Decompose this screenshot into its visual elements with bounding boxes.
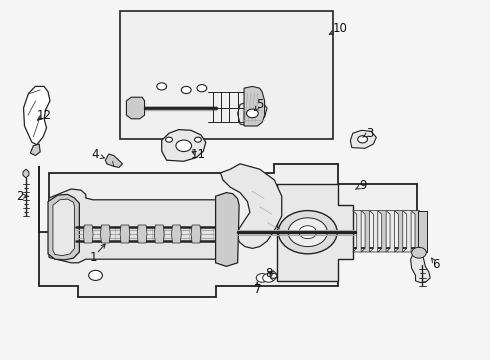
- Text: 4: 4: [92, 148, 99, 161]
- Circle shape: [270, 273, 277, 278]
- Polygon shape: [270, 271, 276, 281]
- Polygon shape: [386, 211, 394, 252]
- Bar: [418, 211, 427, 252]
- Polygon shape: [369, 211, 378, 252]
- Circle shape: [246, 109, 258, 118]
- Polygon shape: [83, 225, 93, 243]
- Polygon shape: [277, 184, 353, 281]
- Circle shape: [288, 218, 327, 247]
- Polygon shape: [353, 211, 361, 252]
- Text: 3: 3: [366, 127, 374, 140]
- Polygon shape: [216, 193, 239, 266]
- Circle shape: [256, 274, 268, 282]
- Polygon shape: [100, 225, 110, 243]
- Bar: [120, 11, 333, 139]
- Text: 8: 8: [265, 267, 272, 280]
- Polygon shape: [378, 211, 386, 252]
- Polygon shape: [350, 130, 376, 148]
- Circle shape: [195, 137, 201, 142]
- Text: 5: 5: [256, 98, 264, 111]
- Polygon shape: [39, 164, 416, 297]
- Text: 11: 11: [191, 148, 206, 161]
- Polygon shape: [244, 86, 265, 126]
- Circle shape: [181, 86, 191, 94]
- Circle shape: [157, 83, 167, 90]
- Polygon shape: [172, 225, 181, 243]
- Circle shape: [299, 226, 317, 239]
- Polygon shape: [394, 211, 403, 252]
- Polygon shape: [191, 225, 201, 243]
- Circle shape: [412, 247, 426, 258]
- Polygon shape: [23, 169, 29, 178]
- Text: 1: 1: [89, 251, 97, 264]
- Circle shape: [176, 140, 192, 152]
- Polygon shape: [137, 225, 147, 243]
- Polygon shape: [53, 199, 74, 256]
- Text: 2: 2: [16, 190, 24, 203]
- Circle shape: [166, 137, 172, 142]
- Text: 9: 9: [359, 179, 367, 192]
- Polygon shape: [24, 86, 50, 145]
- Polygon shape: [105, 154, 122, 167]
- Polygon shape: [126, 97, 145, 119]
- Text: 12: 12: [37, 109, 51, 122]
- Polygon shape: [30, 144, 40, 156]
- Polygon shape: [403, 211, 411, 252]
- Polygon shape: [238, 102, 267, 125]
- Circle shape: [197, 85, 207, 92]
- Polygon shape: [120, 225, 130, 243]
- Polygon shape: [162, 130, 206, 161]
- Circle shape: [263, 274, 274, 282]
- Polygon shape: [411, 211, 419, 252]
- Circle shape: [358, 136, 368, 143]
- Text: 10: 10: [333, 22, 348, 35]
- Circle shape: [89, 270, 102, 280]
- Text: 7: 7: [253, 283, 261, 296]
- Circle shape: [278, 211, 337, 254]
- Polygon shape: [49, 189, 228, 263]
- Polygon shape: [48, 194, 79, 260]
- Polygon shape: [154, 225, 164, 243]
- Polygon shape: [220, 164, 282, 248]
- Polygon shape: [411, 252, 430, 283]
- Polygon shape: [361, 211, 369, 252]
- Text: 6: 6: [432, 258, 440, 271]
